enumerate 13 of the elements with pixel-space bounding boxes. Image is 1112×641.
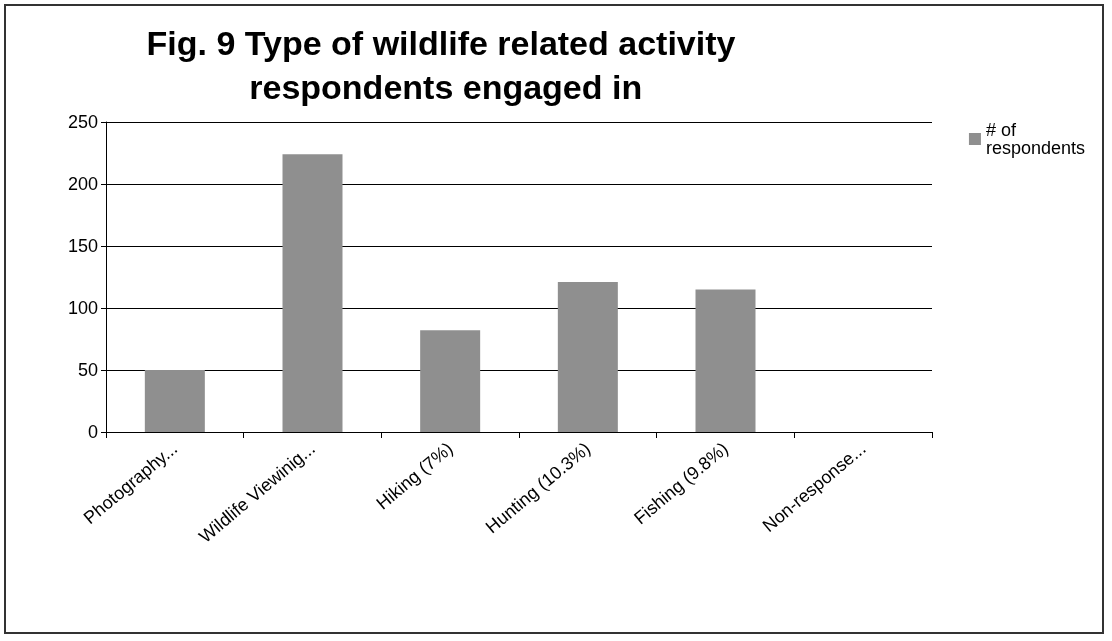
y-tick-label: 250 (67, 112, 98, 132)
bar (144, 370, 205, 432)
bar (695, 289, 756, 432)
y-tick-label: 150 (67, 236, 98, 256)
chart-title: Fig. 9 Type of wildlife related activity respondents engaged in (146, 24, 736, 106)
y-tick-label: 200 (67, 174, 98, 194)
y-tick-label: 50 (77, 360, 98, 380)
y-tick-label: 0 (87, 422, 98, 442)
bar (557, 281, 618, 432)
y-tick-label: 100 (67, 298, 98, 318)
bar (420, 330, 481, 432)
bar (282, 154, 343, 432)
legend-label: # of respondents (985, 120, 1086, 158)
